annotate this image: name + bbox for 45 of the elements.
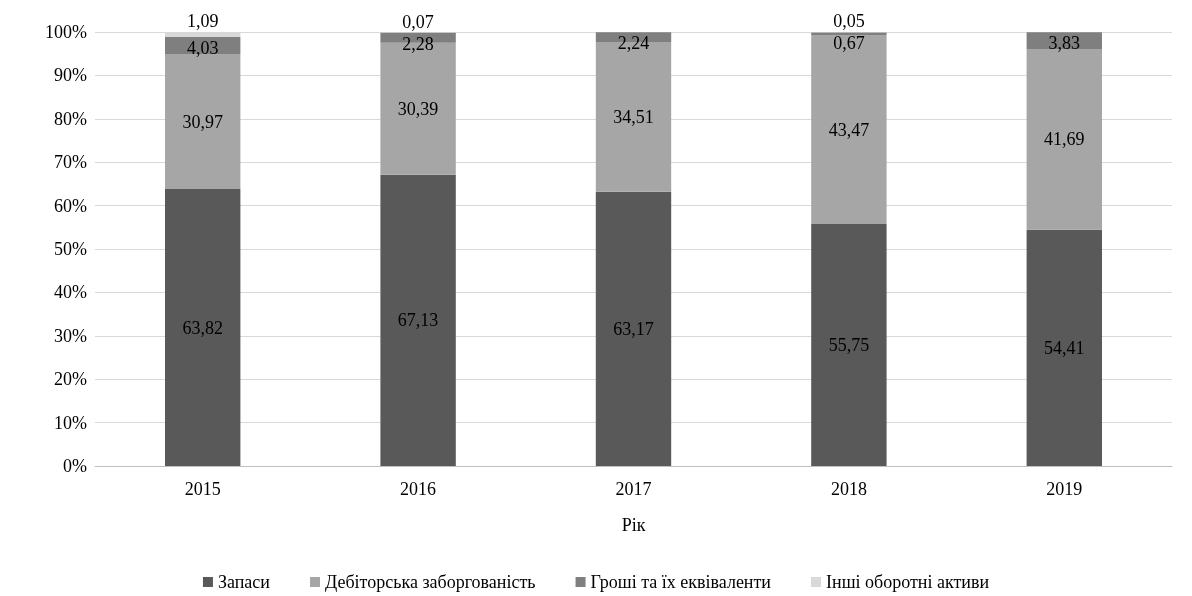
y-tick-label: 40% bbox=[54, 282, 87, 303]
y-tick-label: 0% bbox=[63, 456, 87, 476]
x-tick-label: 2015 bbox=[184, 479, 221, 499]
y-tick-label: 20% bbox=[54, 369, 87, 390]
data-label: 3,83 bbox=[1048, 33, 1081, 54]
bar bbox=[595, 191, 672, 466]
data-label: 2,28 bbox=[402, 33, 434, 54]
data-label: 0,67 bbox=[833, 33, 865, 54]
y-tick-label: 100% bbox=[45, 22, 87, 42]
y-tick-label: 10% bbox=[54, 412, 87, 433]
data-label: 55,75 bbox=[828, 335, 870, 356]
x-tick-label: 2019 bbox=[1046, 479, 1083, 499]
data-label: 30,97 bbox=[182, 111, 223, 132]
x-tick-label: 2018 bbox=[830, 479, 867, 499]
data-label: 0,07 bbox=[402, 11, 434, 32]
data-label: 67,13 bbox=[397, 310, 439, 331]
data-label: 30,39 bbox=[397, 98, 439, 119]
bar bbox=[1026, 229, 1102, 466]
data-label: 4,03 bbox=[186, 38, 219, 59]
data-label: 41,69 bbox=[1044, 129, 1085, 150]
bar bbox=[811, 35, 887, 225]
y-tick-label: 80% bbox=[54, 108, 87, 129]
data-label: 63,17 bbox=[613, 318, 654, 339]
y-tick-label: 30% bbox=[54, 325, 87, 346]
x-axis-title: Рік bbox=[621, 515, 646, 535]
x-tick-label: 2017 bbox=[615, 479, 652, 499]
data-label: 54,41 bbox=[1044, 337, 1085, 358]
bar bbox=[811, 224, 887, 466]
data-label: 0,05 bbox=[833, 11, 865, 32]
y-tick-label: 60% bbox=[54, 195, 87, 216]
y-tick-label: 70% bbox=[54, 152, 87, 173]
y-tick-label: 90% bbox=[54, 65, 87, 86]
bar bbox=[165, 189, 241, 466]
legend-label: Інші оборотні активи bbox=[826, 572, 990, 592]
legend-label: Дебіторська заборгованість bbox=[324, 572, 536, 592]
legend-label: Запаси bbox=[217, 572, 271, 592]
x-tick-label: 2016 bbox=[400, 479, 437, 499]
data-label: 2,24 bbox=[617, 33, 650, 54]
data-label: 63,82 bbox=[182, 317, 223, 338]
y-tick-label: 50% bbox=[54, 239, 87, 259]
legend-label: Гроші та їх еквіваленти bbox=[590, 572, 772, 592]
bar bbox=[380, 174, 456, 466]
data-label: 1,09 bbox=[186, 11, 219, 32]
data-label: 34,51 bbox=[613, 106, 654, 127]
data-label: 43,47 bbox=[828, 119, 870, 140]
